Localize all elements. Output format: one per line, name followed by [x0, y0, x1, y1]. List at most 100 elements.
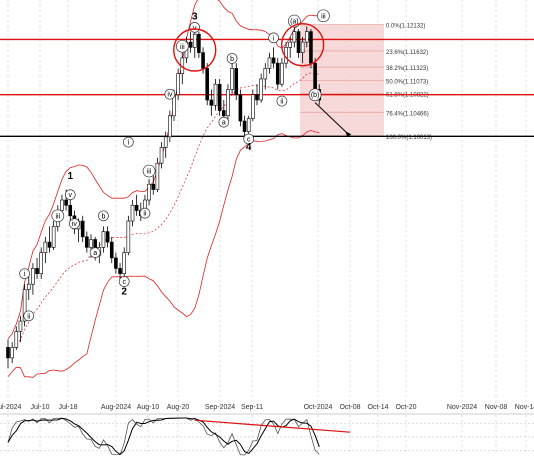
candle-body — [251, 94, 255, 119]
wave-circle — [139, 207, 151, 219]
candle-body — [309, 31, 313, 64]
candle-body — [304, 31, 309, 43]
candle — [251, 89, 255, 122]
candle — [101, 226, 106, 253]
candle-body — [230, 68, 234, 90]
candle-body — [242, 120, 247, 132]
candle-body — [105, 231, 110, 243]
wave-circle — [123, 136, 134, 148]
wave-circle — [69, 218, 80, 230]
x-tick-label: Oct-2024 — [304, 404, 333, 411]
wave-label: b — [230, 56, 234, 63]
x-tick-label: Jul-10 — [30, 404, 49, 411]
projection-arrowhead — [345, 131, 352, 138]
candle — [151, 173, 156, 195]
candle — [126, 215, 131, 256]
candle — [238, 89, 243, 127]
x-tick-label: Aug-10 — [137, 404, 160, 411]
osc-divergence-line — [194, 419, 351, 433]
candle-body — [47, 241, 52, 248]
candle — [122, 247, 126, 282]
candle-body — [134, 204, 139, 211]
oscillator-panel — [0, 413, 534, 456]
x-tick-label: Aug-2024 — [101, 404, 131, 411]
candle-body — [259, 78, 263, 101]
wave-label: i — [128, 140, 130, 147]
candle-body — [246, 118, 251, 132]
wave-label: iii — [55, 213, 60, 220]
candle-body — [80, 220, 85, 238]
candle — [159, 142, 164, 169]
candle-body — [18, 320, 23, 332]
wave-label: iv — [72, 221, 78, 228]
candle-body — [26, 283, 31, 290]
candle — [80, 215, 85, 243]
wave-label: (b) — [311, 92, 320, 99]
candle — [109, 236, 114, 264]
candle — [280, 57, 284, 87]
fib-level-label: 23.6%(1.11632) — [386, 50, 428, 56]
wave-circle — [189, 22, 201, 33]
candle-body — [213, 83, 218, 106]
x-tick-label: Oct-14 — [367, 404, 388, 411]
candle-body — [89, 239, 93, 248]
wave-circle — [317, 9, 330, 23]
wave-label: c — [122, 279, 126, 286]
wave-circle — [243, 133, 255, 145]
candle-body — [10, 347, 14, 359]
candle — [14, 326, 19, 350]
candle-body — [188, 41, 193, 48]
candle — [134, 194, 139, 216]
candle-body — [109, 241, 114, 259]
wave-circle — [64, 189, 76, 201]
wave-label: c — [247, 136, 251, 143]
candle — [47, 226, 52, 253]
wave-number: 4 — [246, 142, 252, 153]
wave-label: iii — [147, 169, 152, 176]
fib-level-label: 100.0%(1.10013) — [386, 135, 432, 141]
wave-label: a — [222, 120, 226, 127]
candle-body — [271, 57, 276, 64]
candle — [230, 63, 234, 95]
candle — [242, 115, 247, 137]
candle-body — [163, 136, 168, 148]
wave-number: 2 — [121, 287, 127, 298]
candle-body — [31, 268, 35, 285]
candle-body — [226, 89, 230, 117]
candle — [35, 257, 39, 279]
upper-band — [7, 0, 320, 340]
wave-label: iii — [321, 13, 326, 20]
candle-body — [43, 241, 48, 253]
wave-label: ii — [280, 99, 284, 106]
wave-circle — [226, 53, 238, 64]
candle — [304, 26, 309, 48]
candle — [39, 247, 44, 279]
candle — [6, 339, 10, 369]
candle — [155, 157, 160, 193]
candle — [114, 252, 118, 274]
x-tick-label: Sep-2024 — [205, 404, 235, 411]
candle-body — [197, 33, 201, 53]
candle — [213, 78, 218, 111]
wave-number: 3 — [192, 11, 198, 22]
candle-body — [234, 68, 239, 96]
x-tick-label: Aug-20 — [167, 404, 190, 411]
wave-label: i — [273, 35, 275, 42]
candle — [300, 36, 305, 64]
candle — [296, 28, 301, 58]
wave-circle — [142, 164, 156, 178]
candle-body — [22, 289, 27, 322]
x-tick-label: Jul-2024 — [0, 404, 22, 411]
candle — [209, 89, 214, 116]
wave-circle — [308, 88, 322, 102]
fib-level-label: 50.0%(1.11073) — [386, 79, 428, 85]
candle — [163, 131, 168, 158]
candle — [217, 78, 222, 116]
wave-number: 1 — [67, 171, 73, 182]
wave-label: ii — [27, 313, 31, 320]
x-tick-label: Nov-14 — [515, 404, 534, 411]
candle-body — [64, 199, 68, 206]
wave-circle — [51, 209, 65, 223]
wave-circle — [118, 276, 130, 287]
